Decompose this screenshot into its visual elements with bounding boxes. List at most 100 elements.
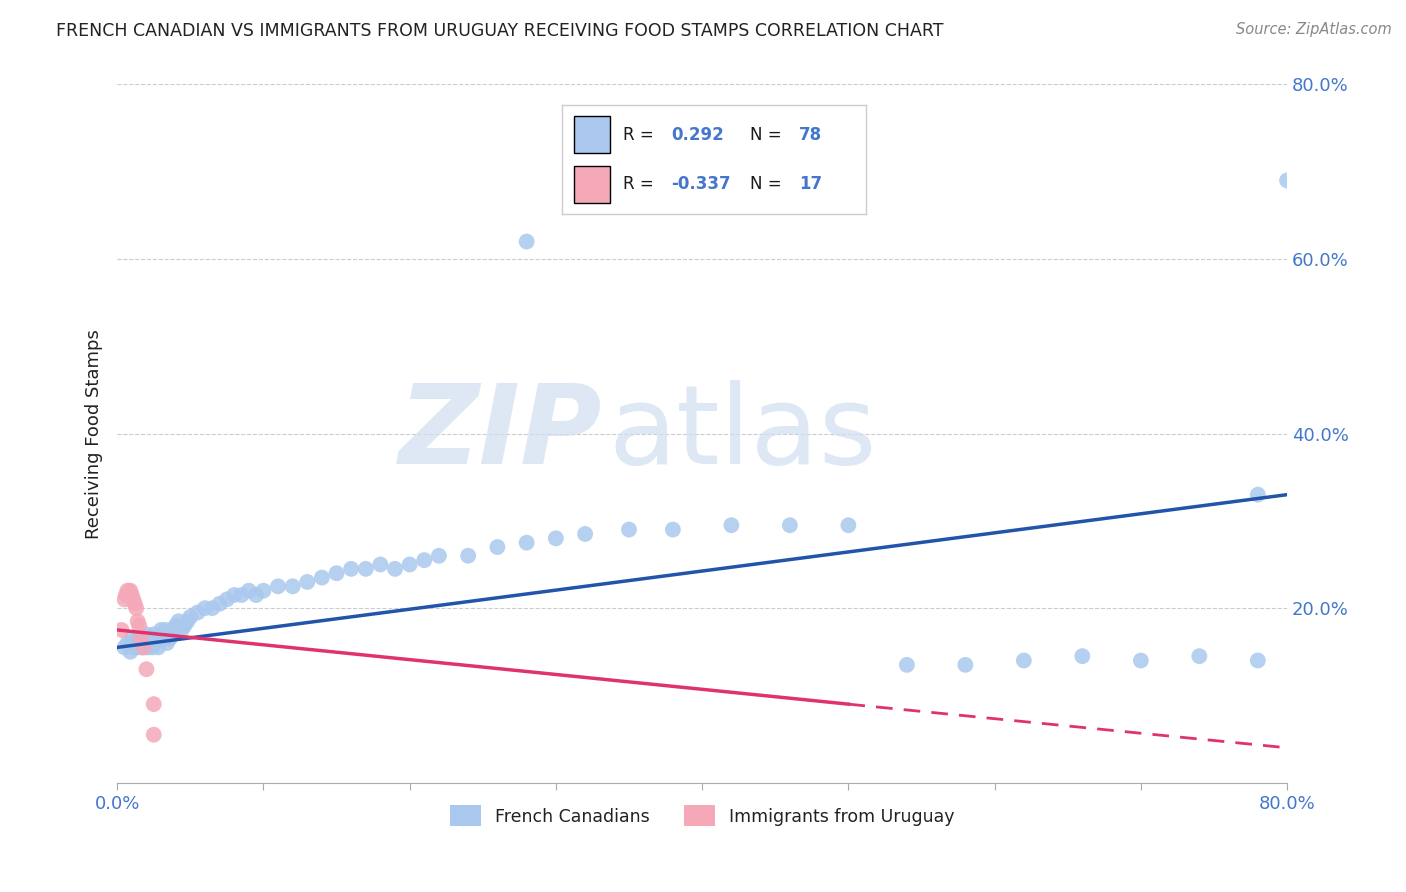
- Point: [516, 535, 538, 549]
- Point: [117, 583, 139, 598]
- Point: [120, 645, 142, 659]
- Point: [167, 614, 190, 628]
- Point: [231, 588, 253, 602]
- Point: [155, 623, 177, 637]
- Point: [125, 601, 148, 615]
- Legend: French Canadians, Immigrants from Uruguay: French Canadians, Immigrants from Urugua…: [443, 798, 962, 833]
- Point: [1012, 653, 1035, 667]
- Point: [121, 588, 143, 602]
- Point: [110, 623, 132, 637]
- Point: [136, 640, 159, 655]
- Text: Source: ZipAtlas.com: Source: ZipAtlas.com: [1236, 22, 1392, 37]
- Point: [127, 632, 149, 646]
- Point: [194, 601, 217, 615]
- Point: [173, 618, 195, 632]
- Point: [120, 583, 142, 598]
- Point: [955, 657, 977, 672]
- Point: [142, 697, 165, 711]
- Point: [159, 632, 181, 646]
- Point: [131, 632, 153, 646]
- Point: [129, 640, 152, 655]
- Point: [124, 597, 146, 611]
- Point: [143, 636, 166, 650]
- Point: [413, 553, 436, 567]
- Point: [176, 614, 198, 628]
- Point: [114, 640, 136, 655]
- Point: [121, 632, 143, 646]
- Point: [114, 592, 136, 607]
- Point: [837, 518, 859, 533]
- Point: [354, 562, 377, 576]
- Point: [1247, 488, 1270, 502]
- Point: [574, 527, 596, 541]
- Point: [1275, 173, 1298, 187]
- Point: [340, 562, 363, 576]
- Point: [156, 636, 179, 650]
- Point: [281, 579, 304, 593]
- Point: [311, 571, 333, 585]
- Point: [138, 636, 160, 650]
- Point: [129, 632, 152, 646]
- Point: [252, 583, 274, 598]
- Point: [135, 627, 157, 641]
- Point: [384, 562, 406, 576]
- Point: [145, 632, 167, 646]
- Point: [124, 636, 146, 650]
- Point: [325, 566, 347, 581]
- Point: [127, 614, 149, 628]
- Text: ZIP: ZIP: [399, 380, 603, 487]
- Point: [187, 606, 209, 620]
- Point: [215, 592, 238, 607]
- Point: [118, 588, 141, 602]
- Point: [617, 523, 640, 537]
- Point: [457, 549, 479, 563]
- Point: [1188, 649, 1211, 664]
- Point: [122, 640, 145, 655]
- Point: [1247, 653, 1270, 667]
- Point: [115, 588, 138, 602]
- Point: [162, 623, 184, 637]
- Point: [201, 601, 224, 615]
- Point: [398, 558, 420, 572]
- Point: [544, 531, 567, 545]
- Point: [132, 640, 155, 655]
- Point: [720, 518, 742, 533]
- Point: [896, 657, 918, 672]
- Point: [157, 627, 180, 641]
- Point: [165, 618, 187, 632]
- Point: [486, 540, 509, 554]
- Point: [370, 558, 392, 572]
- Point: [135, 662, 157, 676]
- Point: [128, 636, 150, 650]
- Point: [134, 636, 156, 650]
- Point: [150, 623, 173, 637]
- Point: [179, 610, 201, 624]
- Point: [128, 618, 150, 632]
- Y-axis label: Receiving Food Stamps: Receiving Food Stamps: [86, 328, 103, 539]
- Point: [245, 588, 267, 602]
- Point: [779, 518, 801, 533]
- Point: [117, 636, 139, 650]
- Point: [238, 583, 260, 598]
- Point: [125, 640, 148, 655]
- Point: [132, 640, 155, 655]
- Point: [122, 592, 145, 607]
- Point: [267, 579, 290, 593]
- Point: [1129, 653, 1152, 667]
- Point: [1071, 649, 1094, 664]
- Point: [141, 640, 163, 655]
- Point: [427, 549, 450, 563]
- Text: atlas: atlas: [609, 380, 877, 487]
- Point: [146, 640, 169, 655]
- Text: FRENCH CANADIAN VS IMMIGRANTS FROM URUGUAY RECEIVING FOOD STAMPS CORRELATION CHA: FRENCH CANADIAN VS IMMIGRANTS FROM URUGU…: [56, 22, 943, 40]
- Point: [297, 574, 319, 589]
- Point: [662, 523, 685, 537]
- Point: [516, 235, 538, 249]
- Point: [142, 728, 165, 742]
- Point: [224, 588, 246, 602]
- Point: [139, 632, 162, 646]
- Point: [153, 632, 176, 646]
- Point: [152, 627, 174, 641]
- Point: [208, 597, 231, 611]
- Point: [142, 627, 165, 641]
